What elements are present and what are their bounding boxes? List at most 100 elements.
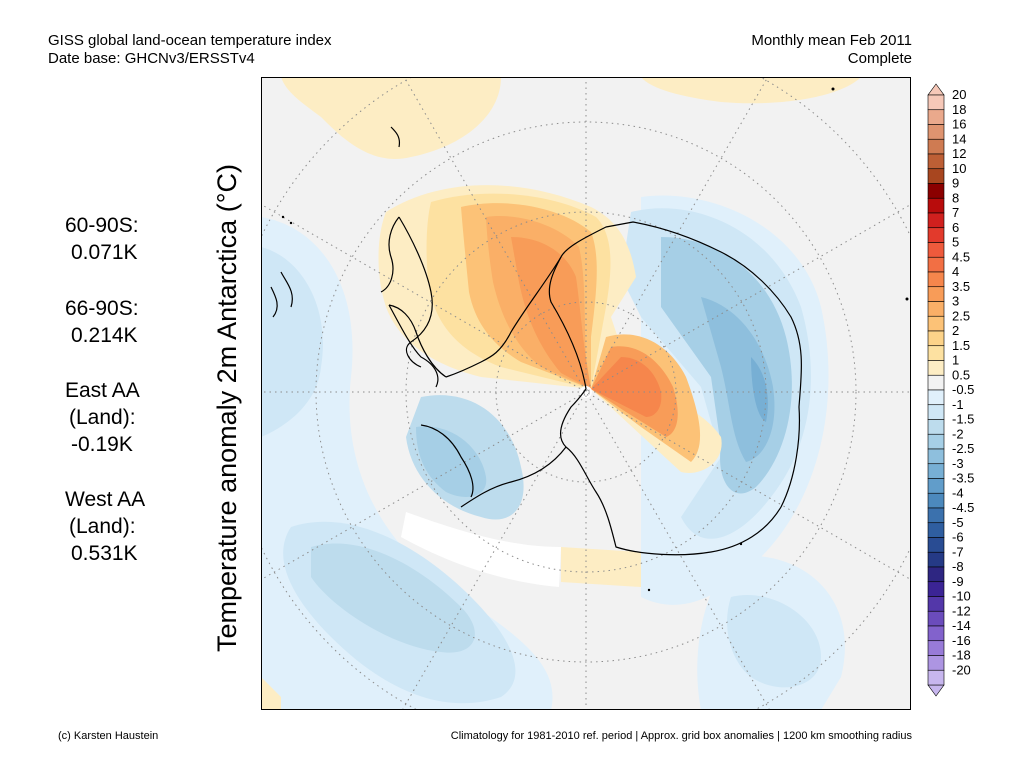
colorbar-swatch	[927, 419, 945, 435]
credit-text: (c) Karsten Haustein	[58, 730, 159, 742]
colorbar-label: -14	[952, 618, 971, 633]
colorbar-label: 2	[952, 323, 959, 338]
map-title: GISS global land-ocean temperature index	[48, 32, 332, 49]
colorbar-label: 1	[952, 353, 959, 368]
stat-label: 66-90S:	[65, 297, 139, 320]
colorbar-label: 0.5	[952, 367, 970, 382]
colorbar-label: -1	[952, 397, 964, 412]
colorbar-swatch	[927, 197, 945, 214]
ross-sea-cold-anomaly	[406, 395, 524, 520]
colorbar-swatch	[927, 183, 945, 199]
colorbar-label: 20	[952, 87, 966, 102]
stat-value: -0.19K	[71, 433, 133, 456]
colorbar-label: -18	[952, 648, 971, 663]
colorbar-label: 4	[952, 264, 959, 279]
header-right: Monthly mean Feb 2011 Complete	[751, 32, 912, 68]
colorbar-min-arrow	[927, 684, 945, 697]
colorbar-swatch	[927, 315, 945, 332]
stat-60-90s: 60-90S: 0.071K	[65, 212, 139, 266]
stat-value: 0.071K	[71, 241, 138, 264]
colorbar-swatch	[927, 448, 945, 465]
colorbar-label: -7	[952, 544, 964, 559]
ocean-anomaly-strong	[311, 543, 475, 653]
colorbar-swatch	[927, 153, 945, 170]
colorbar-swatch	[927, 581, 945, 597]
colorbar-swatch	[927, 655, 945, 671]
stat-label: West AA	[65, 488, 146, 511]
graticule	[261, 77, 911, 710]
colorbar-swatches	[927, 83, 945, 697]
colorbar: 201816141210987654.543.532.521.510.5-0.5…	[927, 83, 974, 697]
warm-anomaly-north	[261, 77, 861, 710]
colorbar-label: -3.5	[952, 471, 974, 486]
colorbar-label: -9	[952, 574, 964, 589]
colorbar-label: 14	[952, 131, 966, 146]
colorbar-label: 6	[952, 220, 959, 235]
colorbar-label: 18	[952, 102, 966, 117]
colorbar-swatch	[927, 610, 945, 627]
footer-note: Climatology for 1981-2010 ref. period | …	[450, 730, 912, 742]
colorbar-swatch	[927, 404, 945, 420]
east-antarctica-cold-anomaly	[621, 208, 811, 539]
colorbar-swatch	[927, 345, 945, 361]
colorbar-swatch	[927, 301, 945, 317]
colorbar-label: -6	[952, 530, 964, 545]
polar-anomaly-map	[261, 77, 911, 710]
axis-label: Temperature anomaly 2m Antarctica (°C)	[212, 164, 242, 652]
islands	[281, 87, 909, 592]
colorbar-label: 12	[952, 146, 966, 161]
colorbar-swatch	[927, 168, 945, 184]
stat-value: 0.531K	[71, 542, 138, 565]
database-label: Date base: GHCNv3/ERSSTv4	[48, 50, 255, 67]
colorbar-label: 7	[952, 205, 959, 220]
colorbar-swatch	[927, 271, 945, 288]
colorbar-swatch	[927, 625, 945, 642]
colorbar-label: 1.5	[952, 338, 970, 353]
stat-value: 0.214K	[71, 324, 138, 347]
stat-label: East AA	[65, 379, 140, 402]
colorbar-swatch	[927, 551, 945, 568]
colorbar-swatch	[927, 433, 945, 450]
colorbar-swatch	[927, 478, 945, 494]
colorbar-label: 4.5	[952, 249, 970, 264]
colorbar-label: 5	[952, 235, 959, 250]
colorbar-swatch	[927, 256, 945, 273]
antarctica-coastline	[270, 126, 802, 556]
colorbar-label: 2.5	[952, 308, 970, 323]
colorbar-label: -12	[952, 603, 971, 618]
colorbar-max-arrow	[927, 83, 945, 96]
colorbar-labels: 201816141210987654.543.532.521.510.5-0.5…	[952, 87, 974, 677]
colorbar-label: -4	[952, 485, 964, 500]
stat-label: (Land):	[69, 515, 136, 538]
colorbar-swatch	[927, 566, 945, 583]
colorbar-swatch	[927, 360, 945, 376]
colorbar-label: -1.5	[952, 412, 974, 427]
colorbar-label: -8	[952, 559, 964, 574]
colorbar-swatch	[927, 109, 945, 125]
colorbar-swatch	[927, 669, 945, 686]
colorbar-swatch	[927, 522, 945, 538]
stat-label: 60-90S:	[65, 214, 139, 237]
colorbar-swatch	[927, 492, 945, 509]
south-pole-marker	[580, 386, 592, 398]
colorbar-swatch	[927, 640, 945, 656]
colorbar-label: 3.5	[952, 279, 970, 294]
colorbar-swatch	[927, 124, 945, 140]
colorbar-label: -4.5	[952, 500, 974, 515]
colorbar-swatch	[927, 596, 945, 612]
colorbar-swatch	[927, 227, 945, 243]
colorbar-label: 8	[952, 190, 959, 205]
stat-west-aa-land: West AA (Land): 0.531K	[65, 486, 145, 567]
colorbar-label: 3	[952, 294, 959, 309]
no-data-region	[401, 512, 561, 587]
colorbar-swatch	[927, 138, 945, 155]
colorbar-swatch	[927, 507, 945, 524]
map-frame	[261, 77, 911, 710]
colorbar-swatch	[927, 389, 945, 406]
header-left: GISS global land-ocean temperature index…	[48, 32, 332, 68]
colorbar-label: -10	[952, 589, 971, 604]
status-label: Complete	[847, 50, 912, 67]
colorbar-label: -2.5	[952, 441, 974, 456]
colorbar-label: -5	[952, 515, 964, 530]
colorbar-swatch	[927, 537, 945, 553]
